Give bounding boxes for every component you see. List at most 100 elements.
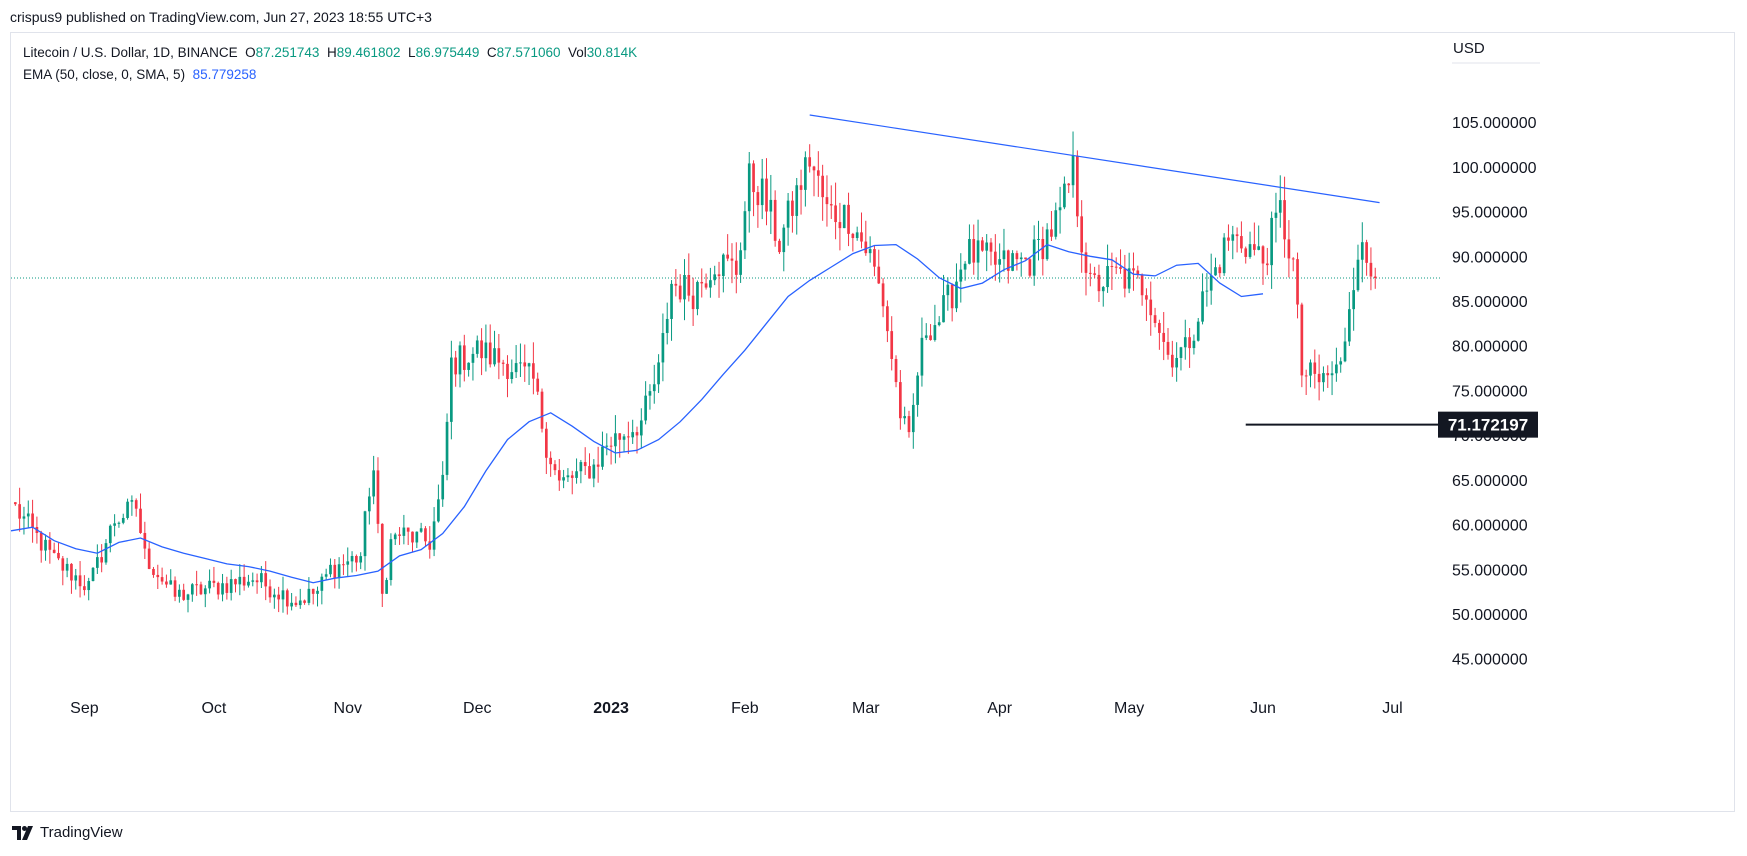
candle-body: [1248, 244, 1252, 257]
candle-body: [778, 240, 781, 253]
candle-body: [342, 564, 345, 566]
candle-body: [1093, 273, 1096, 275]
ema-legend[interactable]: EMA (50, close, 0, SMA, 5) 85.779258: [23, 67, 256, 82]
candle-body: [13, 502, 17, 505]
candle-body: [324, 574, 328, 577]
candle-body: [329, 564, 332, 575]
candle-body: [907, 416, 911, 433]
ohlc-legend: Litecoin / U.S. Dollar, 1D, BINANCE O87.…: [23, 45, 637, 60]
tradingview-brand: TradingView: [40, 824, 123, 841]
candle-body: [273, 594, 276, 598]
candle-body: [1158, 322, 1161, 333]
ema-series: [10, 243, 1264, 584]
candle-body: [717, 274, 721, 277]
candle-body: [946, 284, 950, 296]
candle-body: [614, 433, 617, 447]
candle-body: [1179, 347, 1183, 358]
candle-body: [87, 581, 91, 591]
candle-body: [1313, 362, 1317, 374]
candle-body: [488, 342, 492, 365]
candle-body: [575, 471, 578, 478]
candle-body: [39, 532, 43, 551]
candle-body: [1106, 266, 1109, 288]
candle-body: [527, 363, 531, 367]
candle-body: [993, 251, 997, 265]
candle-body: [804, 157, 807, 190]
candle-body: [998, 259, 1001, 265]
candle-body: [1183, 337, 1187, 348]
candle-body: [769, 199, 773, 212]
candle-body: [808, 157, 812, 167]
descending-trendline[interactable]: [809, 114, 1380, 204]
candle-body: [48, 539, 52, 550]
candle-body: [981, 240, 984, 251]
candle-body: [298, 600, 302, 606]
candle-body: [156, 574, 160, 578]
candle-body: [1352, 290, 1355, 310]
candle-body: [458, 345, 462, 375]
candle-body: [134, 500, 138, 509]
volume-value: 30.814K: [586, 45, 638, 60]
candle-body: [74, 575, 78, 581]
candle-body: [1270, 217, 1273, 266]
candle-body: [1145, 295, 1148, 300]
candle-body: [1170, 354, 1174, 368]
candle-body: [1365, 242, 1368, 263]
candle-body: [484, 342, 488, 359]
candle-body: [182, 589, 186, 600]
candle-body: [212, 580, 216, 583]
candle-body: [78, 575, 82, 587]
candle-body: [497, 348, 501, 363]
candle-body: [1071, 155, 1075, 186]
candle-body: [674, 283, 678, 286]
candle-body: [57, 552, 60, 559]
candle-body: [890, 331, 894, 359]
candle-body: [1084, 252, 1088, 273]
high-value: 89.461802: [336, 45, 401, 60]
candle-body: [730, 258, 734, 261]
candle-body: [842, 204, 846, 229]
candle-body: [1063, 183, 1066, 208]
candle-body: [203, 588, 207, 595]
candle-body: [359, 556, 363, 563]
candle-body: [601, 446, 604, 467]
candle-body: [355, 555, 358, 563]
candle-body: [1265, 263, 1269, 266]
candle-body: [1205, 290, 1209, 292]
candle-body: [795, 185, 799, 216]
candle-body: [1011, 253, 1014, 271]
candle-body: [1231, 234, 1235, 241]
candle-body: [972, 239, 976, 263]
volume-label: Vol: [568, 45, 587, 60]
y-tick-label: 90.000000: [1452, 249, 1528, 266]
high-label: H: [326, 45, 337, 60]
candle-body: [1002, 250, 1006, 260]
candle-body: [1335, 364, 1338, 374]
candle-body: [1188, 337, 1191, 349]
candle-body: [225, 583, 229, 593]
candle-body: [1322, 373, 1325, 383]
candle-body: [618, 433, 622, 440]
candle-body: [471, 353, 475, 363]
symbol-title[interactable]: Litecoin / U.S. Dollar, 1D, BINANCE: [23, 45, 238, 60]
candle-body: [160, 577, 164, 582]
currency-label: USD: [1453, 40, 1485, 57]
candle-body: [130, 500, 134, 502]
y-tick-label: 65.000000: [1452, 473, 1528, 490]
candle-body: [238, 576, 242, 585]
candle-body: [1330, 373, 1334, 376]
candle-body: [709, 280, 712, 288]
support-price-badge: 71.172197: [1438, 411, 1538, 438]
candle-body: [1019, 257, 1023, 260]
x-tick-label: May: [1114, 700, 1144, 717]
tradingview-logo[interactable]: TradingView: [12, 824, 123, 841]
candle-body: [1257, 246, 1261, 250]
candle-body: [195, 584, 198, 586]
candle-body: [851, 233, 855, 239]
candle-body: [1054, 210, 1058, 237]
candle-body: [670, 283, 673, 319]
candle-body: [868, 249, 872, 254]
candle-body: [52, 549, 56, 553]
candle-body: [1153, 315, 1157, 323]
